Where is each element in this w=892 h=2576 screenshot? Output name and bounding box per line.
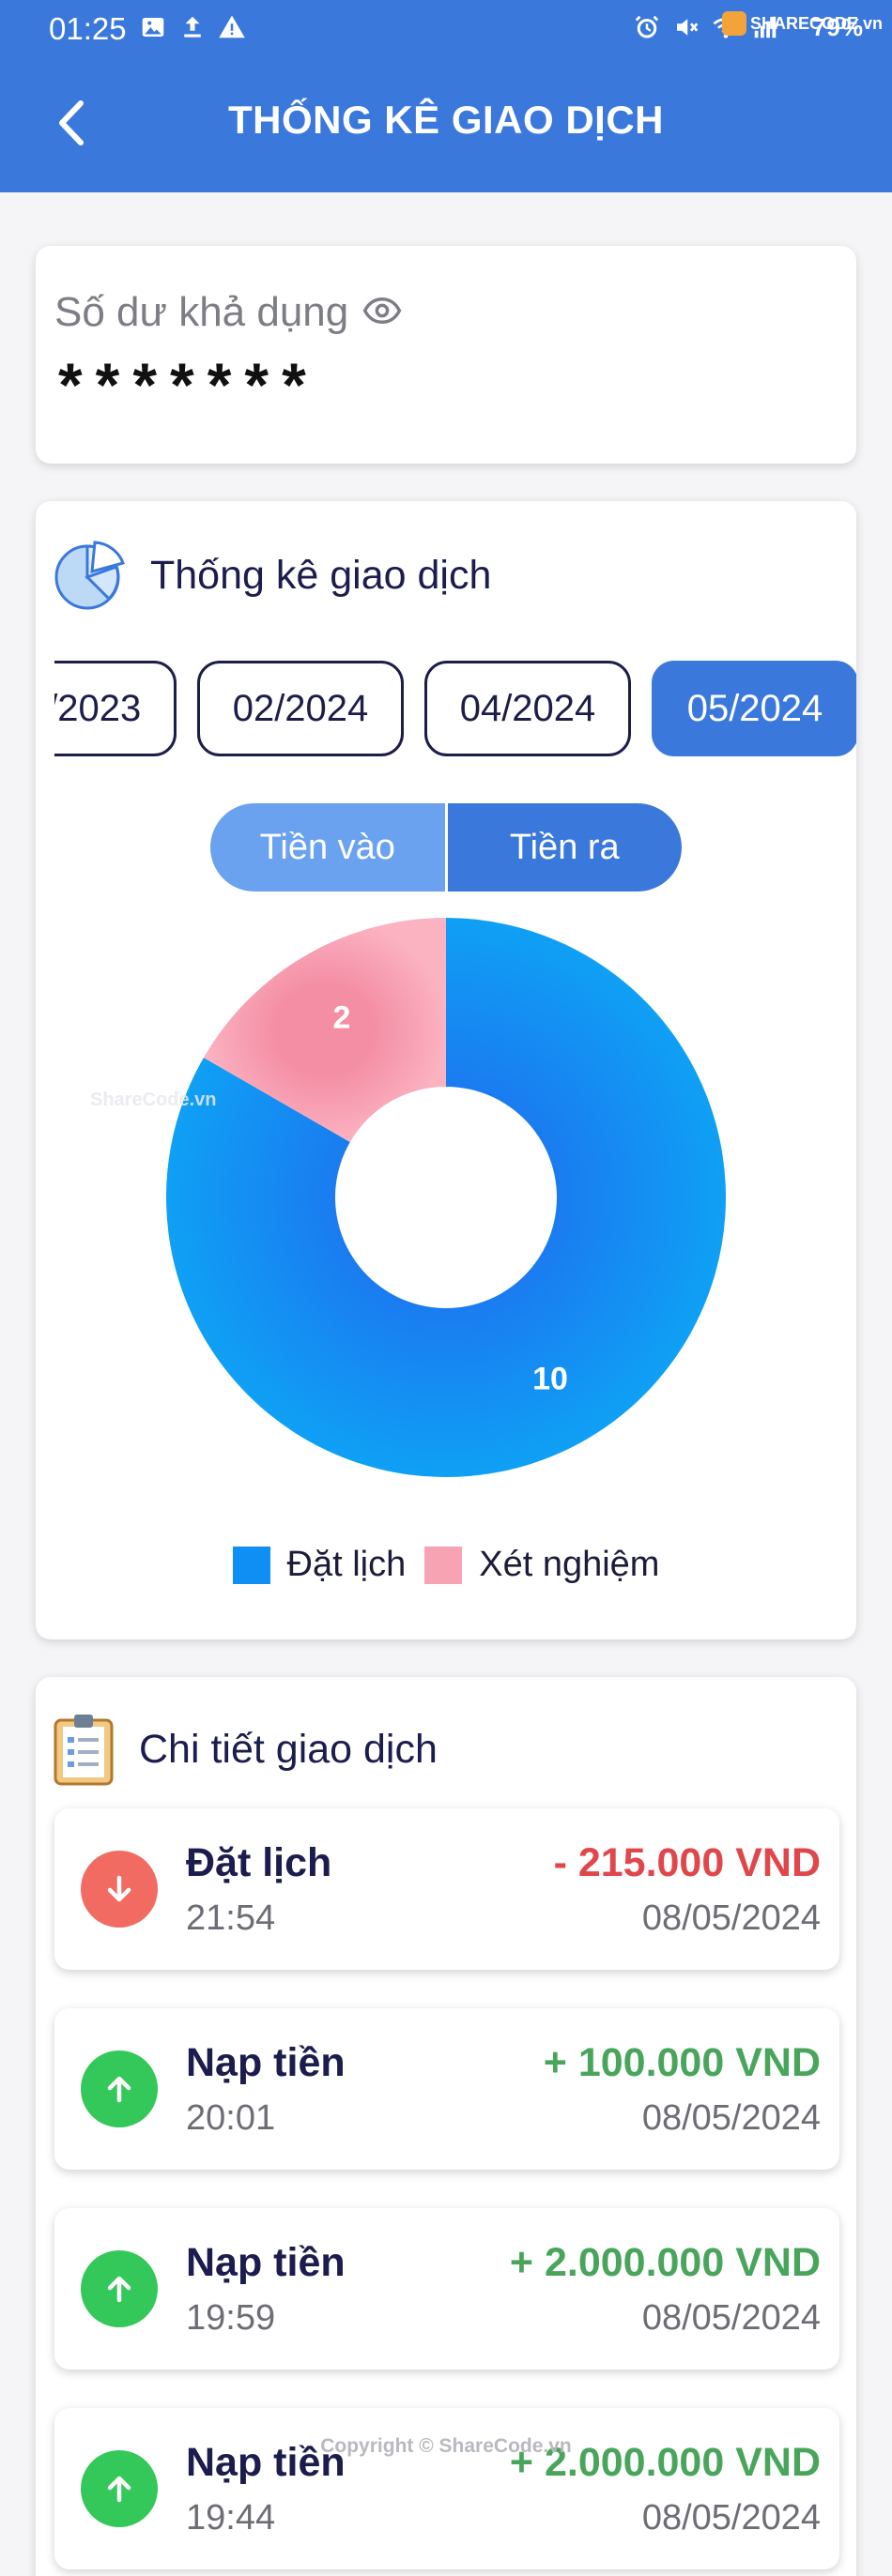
watermark-middle: ShareCode.vn <box>90 1090 217 1110</box>
donut-value-label: 10 <box>532 1361 568 1396</box>
transaction-time: 21:54 <box>186 1898 276 1938</box>
chevron-left-icon <box>59 100 84 145</box>
status-bar: 01:25 79% SHARECODE.vn <box>0 0 892 56</box>
clipboard-icon <box>54 1715 114 1786</box>
arrow-up-icon <box>81 2250 158 2327</box>
donut-value-label: 2 <box>333 1000 351 1036</box>
battery-level: 79% <box>811 13 864 41</box>
app-bar: 01:25 79% SHARECODE.vn THỐNG KÊ GIAO DỊC… <box>0 0 892 192</box>
upload-icon <box>184 16 201 38</box>
details-header: Chi tiết giao dịch <box>53 1713 438 1786</box>
stats-title: Thống kê giao dịch <box>150 552 492 598</box>
chart-legend: Đặt lịch Xét nghiệm <box>36 1545 856 1585</box>
arrow-up-icon <box>81 2450 158 2527</box>
transaction-item[interactable]: Nạp tiền 20:01 + 100.000 VND 08/05/2024 <box>54 2008 839 2170</box>
legend-label: Đặt lịch <box>286 1545 407 1584</box>
month-chip[interactable]: 05/2024 <box>652 661 856 756</box>
donut-slice <box>203 918 446 1142</box>
stats-header: Thống kê giao dịch <box>53 539 491 612</box>
legend-item: Xét nghiệm <box>424 1545 659 1585</box>
transaction-date: 08/05/2024 <box>641 2498 821 2538</box>
arrow-up-icon <box>81 2050 158 2127</box>
pie-chart-icon <box>54 541 125 610</box>
transaction-name: Đặt lịch <box>186 1840 332 1885</box>
balance-value: ******* <box>58 350 319 419</box>
transaction-time: 19:59 <box>186 2298 276 2338</box>
warning-icon <box>219 15 245 38</box>
transaction-details-card: Chi tiết giao dịch Đặt lịch 21:54 - 215.00… <box>36 1677 856 2576</box>
transaction-date: 08/05/2024 <box>641 2098 821 2138</box>
status-time: 01:25 <box>49 11 127 46</box>
balance-label: Số dư khả dụng <box>54 289 349 335</box>
balance-card: Số dư khả dụng ******* <box>36 246 856 464</box>
back-button[interactable] <box>45 94 96 152</box>
stats-card: Thống kê giao dịch 12/202302/202404/2024… <box>36 501 856 1639</box>
transaction-time: 20:01 <box>186 2098 276 2138</box>
transaction-time: 19:44 <box>186 2498 276 2538</box>
tab-money-in[interactable]: Tiền vào <box>210 803 448 892</box>
signal-icon <box>754 16 777 38</box>
legend-swatch <box>232 1546 270 1584</box>
transaction-date: 08/05/2024 <box>641 2298 821 2338</box>
transaction-amount: + 2.000.000 VND <box>509 2240 821 2285</box>
donut-chart: 10 2 <box>165 918 726 1477</box>
month-chip[interactable]: 12/2023 <box>54 661 177 756</box>
transaction-amount: + 100.000 VND <box>543 2040 821 2085</box>
transaction-name: Nạp tiền <box>186 2240 346 2285</box>
tab-money-out[interactable]: Tiền ra <box>447 803 682 892</box>
transaction-item[interactable]: Nạp tiền 19:59 + 2.000.000 VND 08/05/2024 <box>54 2208 839 2370</box>
transaction-name: Nạp tiền <box>186 2440 346 2485</box>
eye-icon[interactable] <box>362 291 402 330</box>
watermark-logo: SHARECODE.vn <box>721 8 883 39</box>
image-icon <box>142 18 164 37</box>
mute-icon <box>677 19 699 36</box>
details-title: Chi tiết giao dịch <box>139 1726 438 1772</box>
status-left-icons <box>139 13 246 41</box>
month-chip[interactable]: 02/2024 <box>197 661 404 756</box>
transaction-amount: - 215.000 VND <box>553 1840 821 1885</box>
watermark-bottom: Copyright © ShareCode.vn <box>320 2435 572 2457</box>
alarm-icon <box>635 15 659 38</box>
donut-slice <box>165 918 726 1477</box>
cashflow-toggle: Tiền vào Tiền ra <box>210 803 682 892</box>
legend-swatch <box>424 1546 463 1584</box>
page-title: THỐNG KÊ GIAO DỊCH <box>227 98 664 142</box>
transaction-name: Nạp tiền <box>186 2040 346 2085</box>
transaction-item[interactable]: Đặt lịch 21:54 - 215.000 VND 08/05/2024 <box>54 1808 839 1970</box>
transaction-amount: + 2.000.000 VND <box>509 2440 821 2485</box>
watermark-logo-text: SHARECODE.vn <box>749 13 883 33</box>
watermark-logo-icon <box>721 11 746 36</box>
transaction-item[interactable]: Nạp tiền 19:44 + 2.000.000 VND 08/05/2024 <box>54 2408 839 2569</box>
transaction-date: 08/05/2024 <box>641 1898 821 1938</box>
month-chip[interactable]: 04/2024 <box>424 661 631 756</box>
arrow-down-icon <box>81 1851 158 1928</box>
legend-label: Xét nghiệm <box>479 1545 660 1584</box>
legend-item: Đặt lịch <box>232 1545 407 1585</box>
